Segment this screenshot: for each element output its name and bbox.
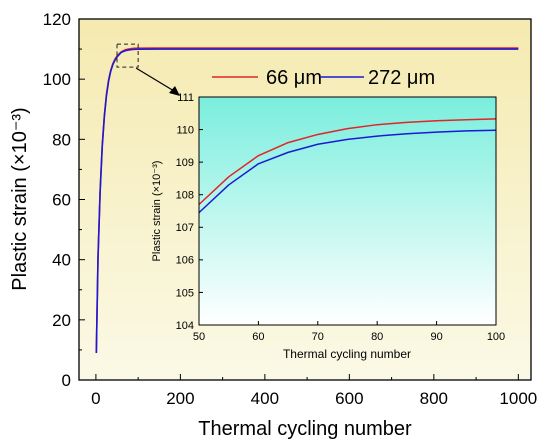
main-y-tick-label: 100 — [43, 70, 71, 89]
main-x-tick-label: 600 — [335, 389, 363, 408]
main-y-tick-label: 20 — [52, 311, 71, 330]
inset-x-axis-label: Thermal cycling number — [283, 347, 411, 361]
main-y-tick-label: 80 — [52, 130, 71, 149]
inset-x-tick-label: 80 — [371, 331, 383, 343]
inset-y-tick-label: 111 — [177, 92, 194, 104]
inset-y-tick-label: 107 — [176, 222, 194, 234]
main-y-tick-label: 0 — [62, 371, 71, 390]
main-y-axis-label: Plastic strain (×10⁻³) — [9, 107, 31, 290]
main-x-tick-label: 1000 — [499, 389, 537, 408]
legend-label-66um: 66 μm — [266, 67, 322, 89]
inset-x-tick-label: 60 — [252, 331, 264, 343]
inset-y-tick-label: 105 — [176, 287, 194, 299]
inset-y-axis-label: Plastic strain (×10⁻³) — [151, 161, 163, 262]
main-y-tick-label: 60 — [52, 190, 71, 209]
inset-y-tick-label: 110 — [176, 124, 194, 136]
main-y-tick-label: 120 — [43, 10, 71, 29]
legend-label-272um: 272 μm — [368, 67, 435, 89]
inset-y-tick-label: 109 — [176, 157, 194, 169]
inset-y-tick-label: 108 — [176, 190, 194, 202]
main-x-tick-label: 200 — [166, 389, 194, 408]
inset-y-tick-label: 104 — [176, 320, 194, 332]
inset-x-tick-label: 100 — [487, 331, 505, 343]
inset-x-tick-label: 70 — [312, 331, 324, 343]
inset-x-tick-label: 50 — [193, 331, 205, 343]
main-x-tick-label: 800 — [420, 389, 448, 408]
main-x-tick-label: 400 — [251, 389, 279, 408]
main-x-axis-label: Thermal cycling number — [198, 418, 412, 440]
inset-y-tick-label: 106 — [176, 255, 194, 267]
main-x-tick-label: 0 — [91, 389, 100, 408]
main-y-tick-label: 40 — [52, 251, 71, 270]
inset-x-tick-label: 90 — [430, 331, 442, 343]
